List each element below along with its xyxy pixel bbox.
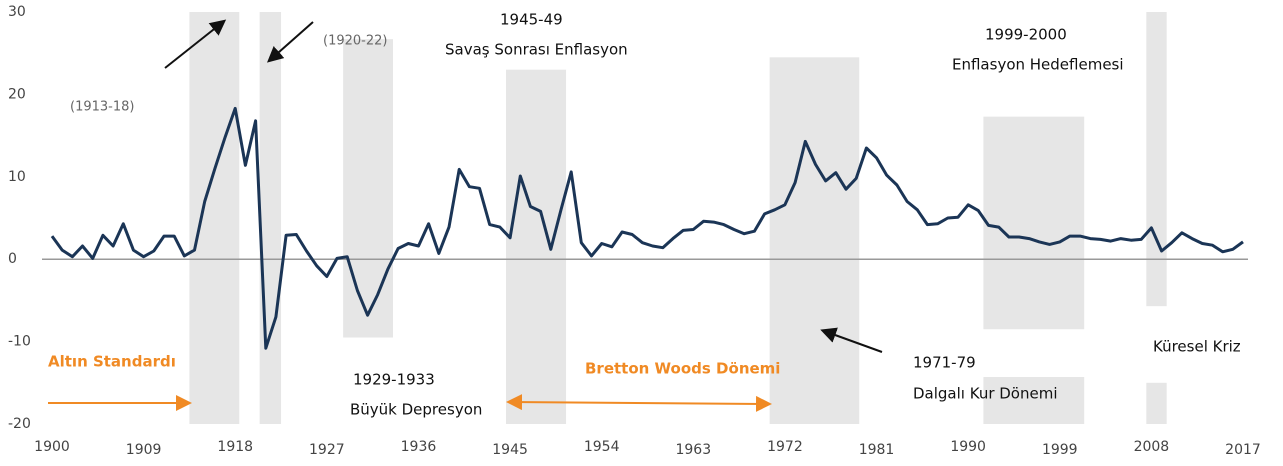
x-tick-label: 1963	[675, 442, 711, 458]
arrow	[164, 19, 227, 69]
y-tick-label: 30	[8, 4, 26, 20]
x-tick-label: 1927	[309, 442, 345, 458]
x-tick-label: 1936	[401, 439, 437, 455]
x-tick-label: 1900	[34, 439, 70, 455]
plot	[50, 106, 1244, 350]
x-tick-label: 1909	[126, 442, 162, 458]
shaded-period	[1146, 382, 1167, 424]
shaded-period	[1146, 12, 1167, 307]
annotation: Altın Standardı	[48, 353, 176, 371]
x-tick-label: 2008	[1134, 439, 1170, 455]
x-tick-label: 1999	[1042, 442, 1078, 458]
annotation: 1945-49	[500, 11, 563, 29]
shaded-period	[983, 377, 1085, 424]
annotation: Enflasyon Hedeflemesi	[952, 56, 1124, 74]
x-tick-label: 1981	[859, 442, 895, 458]
x-tick-label: 1954	[584, 439, 620, 455]
annotation: 1971-79	[913, 354, 976, 372]
y-tick-label: -20	[8, 416, 31, 432]
annotation: 1929-1933	[353, 371, 435, 389]
y-tick-label: 0	[8, 251, 17, 267]
x-tick-label: 1972	[767, 439, 803, 455]
y-tick-label: 20	[8, 86, 26, 102]
shaded-period	[259, 12, 282, 424]
shaded-period	[769, 57, 860, 424]
annotation: 1999-2000	[985, 26, 1067, 44]
shaded-period	[983, 116, 1085, 330]
annotation: Savaş Sonrası Enflasyon	[445, 41, 628, 59]
arrow	[267, 21, 314, 63]
data-line	[50, 106, 1244, 350]
annotation: Dalgalı Kur Dönemi	[913, 385, 1058, 403]
y-tick-label: -10	[8, 334, 31, 350]
annotations: (1913-18) (1920-22) 1945-49 Savaş Sonrası E…	[48, 11, 1241, 419]
annotation: Büyük Depresyon	[350, 401, 482, 419]
annotation: (1913-18)	[70, 100, 134, 115]
x-tick-label: 1990	[950, 439, 986, 455]
annotation: Bretton Woods Dönemi	[585, 360, 780, 378]
shaded-period	[343, 39, 394, 338]
arrow	[820, 327, 883, 353]
axes: -20 -10 0 10 20 30 1900 1909 1918 1927 1936 1945 195…	[8, 4, 1261, 458]
y-tick-label: 10	[8, 169, 26, 185]
annotation: Küresel Kriz	[1153, 338, 1241, 356]
x-tick-label: 1945	[492, 442, 528, 458]
x-tick-label: 1918	[217, 439, 253, 455]
shades	[189, 12, 1167, 425]
arrow	[506, 394, 772, 412]
shaded-period	[506, 69, 567, 425]
x-tick-label: 2017	[1225, 442, 1261, 458]
annotation: (1920-22)	[323, 34, 387, 49]
shaded-period	[189, 12, 240, 424]
